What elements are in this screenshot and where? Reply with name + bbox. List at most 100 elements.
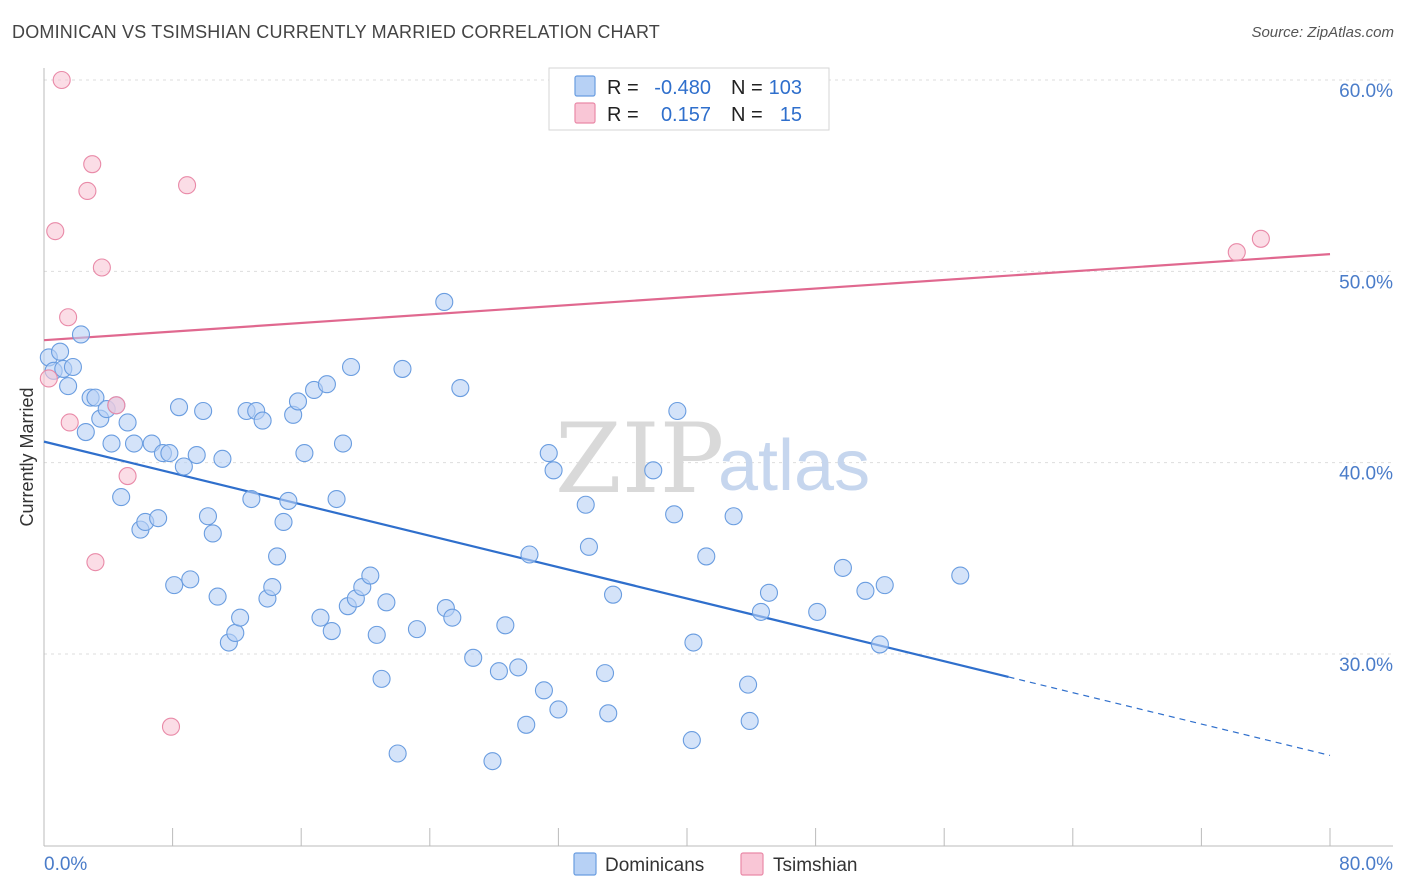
point-tsimshian-14 [1251,229,1270,248]
legend-r-label-1: R = [607,104,639,126]
point-dominicans-93 [740,711,759,731]
point-dominicans-26 [181,570,200,589]
point-dominicans-71 [489,662,508,681]
point-dominicans-28 [194,401,213,421]
grid-lines [44,79,1393,655]
bottom-legend-label-tsimshian: Tsimshian [773,855,857,876]
point-dominicans-52 [327,489,346,509]
point-dominicans-99 [870,635,889,654]
point-dominicans-32 [213,449,232,468]
point-dominicans-100 [875,576,894,595]
point-dominicans-63 [393,359,412,378]
y-tick-label-40: 40.0% [1339,464,1393,485]
point-tsimshian-5 [78,181,97,201]
point-tsimshian-3 [59,308,78,327]
point-dominicans-86 [665,505,684,524]
point-dominicans-77 [539,444,558,463]
legend-r-value-1: 0.157 [661,104,711,126]
trend-line-extension-0 [1008,676,1331,756]
chart-title: DOMINICAN VS TSIMSHIAN CURRENTLY MARRIED… [12,22,661,42]
point-dominicans-55 [341,357,361,377]
point-dominicans-59 [367,625,386,644]
point-dominicans-96 [808,602,827,621]
point-dominicans-37 [242,489,261,509]
point-dominicans-78 [544,461,563,480]
legend-swatch-tsimshian [574,102,596,124]
point-dominicans-88 [682,731,701,750]
data-points [39,70,1270,771]
point-dominicans-27 [187,445,206,465]
point-dominicans-34 [226,623,245,643]
point-dominicans-87 [668,401,687,421]
point-dominicans-35 [231,608,250,627]
point-dominicans-9 [86,388,105,407]
point-dominicans-29 [198,507,218,526]
point-tsimshian-9 [107,396,126,415]
point-dominicans-4 [59,377,78,396]
point-tsimshian-1 [46,222,65,241]
point-dominicans-101 [951,566,970,585]
point-dominicans-23 [165,576,184,595]
legend-swatch-dominicans [574,75,596,97]
point-tsimshian-6 [83,155,102,174]
point-tsimshian-13 [1227,243,1246,262]
y-axis-label: Currently Married [17,387,37,526]
point-tsimshian-2 [52,70,71,90]
point-dominicans-53 [333,434,353,453]
legend-box [548,67,830,131]
point-dominicans-80 [576,495,595,514]
legend-n-label-1: N = [731,104,763,126]
point-dominicans-30 [203,524,222,543]
point-dominicans-65 [435,292,454,311]
point-dominicans-14 [112,488,131,507]
trend-line-1 [43,253,1331,342]
point-dominicans-44 [279,491,298,510]
point-dominicans-6 [71,325,91,344]
point-dominicans-12 [102,434,121,453]
point-dominicans-25 [174,457,193,476]
point-dominicans-42 [268,547,287,566]
point-dominicans-39 [253,411,272,430]
point-dominicans-92 [739,675,758,694]
point-dominicans-98 [856,581,875,600]
y-tick-label-60: 60.0% [1339,81,1393,102]
point-dominicans-22 [160,444,179,463]
bottom-legend-swatch-dominicans [573,852,597,876]
legend: R = -0.480 N = 103 R = 0.157 N = 15 [548,67,830,131]
x-tick-label-min: 0.0% [44,854,87,875]
point-dominicans-51 [322,621,341,641]
point-dominicans-74 [517,715,536,734]
legend-n-label-0: N = [731,77,763,99]
point-dominicans-69 [464,648,483,667]
source-label: Source: ZipAtlas.com [1251,24,1394,41]
point-dominicans-76 [534,681,553,700]
point-dominicans-20 [149,509,168,528]
point-tsimshian-7 [86,553,105,572]
x-ticks [43,828,1331,846]
point-dominicans-82 [595,664,615,683]
bottom-legend: Dominicans Tsimshian [573,852,857,876]
point-dominicans-15 [118,413,137,432]
y-tick-label-30: 30.0% [1339,655,1393,676]
point-tsimshian-4 [60,413,79,432]
point-dominicans-85 [644,461,663,480]
y-tick-labels: 30.0% 40.0% 50.0% 60.0% [1339,81,1393,676]
bottom-legend-label-dominicans: Dominicans [605,855,704,876]
point-dominicans-81 [579,537,598,556]
point-dominicans-91 [724,507,743,526]
point-dominicans-24 [169,398,189,417]
point-dominicans-5 [63,357,82,377]
legend-n-value-1: 15 [780,104,802,126]
point-dominicans-64 [407,620,426,639]
point-dominicans-49 [311,608,330,627]
watermark: ZIP atlas [555,403,870,515]
point-dominicans-50 [317,375,336,394]
point-tsimshian-10 [118,467,137,486]
point-dominicans-94 [751,602,770,621]
legend-r-label-0: R = [607,77,639,99]
axes [43,68,1393,847]
legend-n-value-0: 103 [769,77,802,99]
point-dominicans-89 [684,633,703,652]
point-dominicans-72 [496,616,515,635]
